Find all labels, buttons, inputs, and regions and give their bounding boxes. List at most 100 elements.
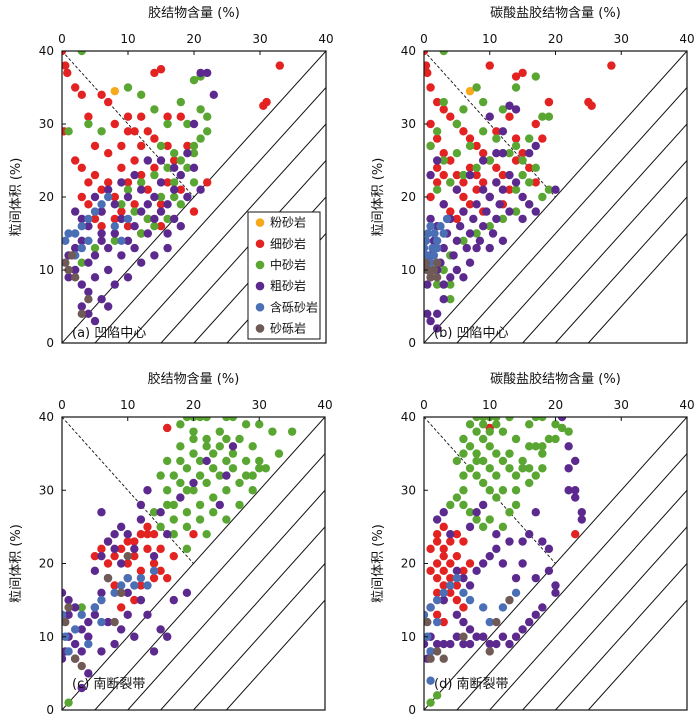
data-point	[426, 566, 435, 576]
data-point	[90, 207, 100, 216]
data-point	[136, 515, 146, 524]
data-point	[117, 207, 126, 216]
data-point	[432, 530, 442, 539]
data-point	[196, 68, 205, 78]
data-point	[110, 551, 119, 561]
data-point	[123, 83, 133, 92]
data-point	[84, 214, 93, 224]
data-point	[97, 588, 106, 597]
data-point	[176, 170, 185, 180]
data-point	[465, 442, 475, 451]
y-tick-label: 0	[46, 703, 54, 717]
data-point	[577, 508, 586, 517]
data-point	[84, 295, 93, 304]
x-tick-label: 0	[58, 398, 66, 412]
data-point	[222, 456, 231, 466]
data-point	[169, 551, 178, 561]
data-point	[511, 471, 521, 480]
data-point	[183, 149, 192, 158]
data-point	[492, 639, 501, 649]
data-point	[189, 163, 199, 172]
data-point	[137, 229, 146, 238]
data-point	[123, 178, 133, 187]
data-point	[426, 192, 435, 202]
data-point	[110, 119, 120, 129]
data-point	[163, 200, 172, 209]
data-point	[104, 185, 113, 194]
data-point	[116, 522, 126, 532]
data-point	[189, 530, 198, 539]
x-tick-label: 10	[120, 32, 135, 46]
data-point	[104, 302, 113, 311]
data-point	[110, 86, 120, 96]
data-point	[104, 265, 113, 275]
data-point	[97, 551, 106, 561]
data-point	[110, 280, 120, 289]
data-point	[195, 417, 205, 422]
data-point	[176, 156, 185, 165]
data-points	[62, 417, 297, 707]
data-point	[505, 112, 514, 121]
data-point	[538, 134, 547, 143]
data-point	[478, 156, 488, 165]
data-point	[189, 427, 198, 436]
data-point	[84, 222, 93, 231]
data-point	[452, 581, 462, 590]
data-point	[71, 265, 80, 275]
data-point	[150, 68, 159, 78]
legend-label: 粗砂岩	[270, 278, 306, 293]
data-point	[426, 676, 435, 685]
data-point	[189, 149, 199, 158]
data-point	[424, 258, 431, 267]
data-point	[137, 258, 146, 267]
data-point	[170, 163, 179, 172]
legend-marker	[255, 260, 265, 270]
data-point	[505, 508, 514, 517]
data-point	[492, 530, 501, 539]
data-point	[195, 456, 205, 466]
data-point	[287, 427, 297, 436]
data-point	[424, 251, 432, 260]
data-point	[182, 508, 192, 517]
data-point	[564, 442, 573, 451]
data-point	[182, 522, 192, 532]
data-point	[439, 588, 448, 597]
data-point	[551, 434, 560, 444]
data-point	[459, 273, 468, 282]
data-point	[143, 486, 152, 495]
data-point	[459, 639, 468, 649]
data-point	[150, 170, 159, 180]
data-point	[459, 236, 468, 245]
data-point	[143, 185, 152, 194]
data-point	[571, 530, 580, 539]
data-point	[505, 639, 514, 649]
data-point	[538, 442, 547, 451]
y-tick-label: 40	[39, 44, 54, 58]
data-point	[143, 200, 152, 209]
data-point	[156, 156, 166, 165]
data-point	[189, 76, 199, 85]
data-point	[511, 105, 521, 114]
panel-label: (b) 凹陷中心	[434, 326, 509, 341]
data-point	[472, 229, 481, 238]
data-point	[97, 617, 106, 627]
data-point	[163, 229, 172, 238]
data-point	[110, 236, 120, 245]
data-point	[130, 581, 139, 590]
data-point	[110, 544, 119, 554]
data-point	[84, 287, 93, 297]
data-point	[156, 544, 165, 554]
data-point	[97, 207, 106, 216]
data-point	[531, 610, 540, 619]
data-point	[472, 566, 481, 576]
data-point	[478, 632, 488, 641]
y-tick-label: 20	[39, 557, 54, 571]
data-point	[607, 61, 616, 70]
data-point	[104, 243, 113, 253]
data-point	[149, 559, 159, 568]
data-point	[498, 127, 508, 136]
diagonal-line	[555, 196, 687, 343]
data-point	[505, 149, 514, 158]
data-point	[485, 617, 494, 627]
